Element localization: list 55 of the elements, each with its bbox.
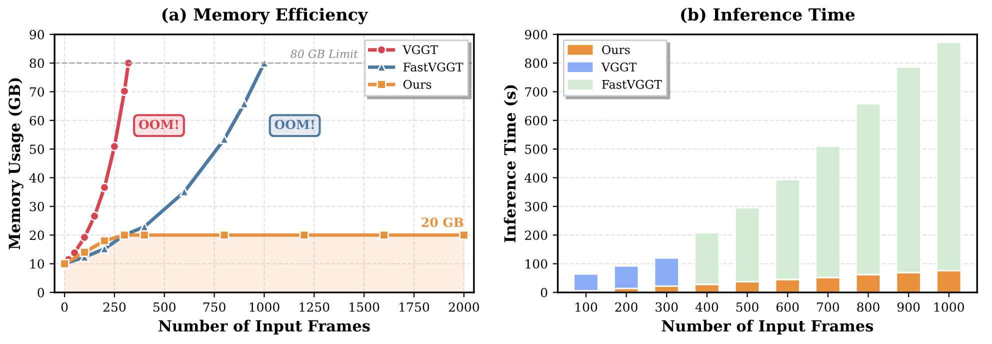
- x-tick-label: 1250: [300, 302, 330, 312]
- y-tick-label: 700: [525, 87, 548, 97]
- legend-label: Ours: [403, 80, 432, 89]
- x-tick-label: 500: [154, 302, 176, 312]
- annotation: OOM!: [274, 120, 314, 130]
- ref-line-label: 80 GB Limit: [290, 50, 358, 58]
- legend-label: FastVGGT: [602, 80, 662, 89]
- x-tick-label: 1000: [934, 302, 964, 312]
- y-tick-label: 800: [525, 58, 548, 68]
- chart-title: (a) Memory Efficiency: [162, 8, 368, 24]
- x-tick-label: 400: [695, 302, 718, 312]
- y-tick-label: 70: [30, 87, 44, 97]
- y-tick-label: 90: [30, 30, 44, 40]
- x-tick-label: 250: [103, 302, 126, 312]
- legend-label: VGGT: [402, 45, 438, 54]
- y-tick-label: 500: [525, 144, 548, 154]
- x-tick-label: 200: [615, 302, 638, 312]
- x-tick-label: 500: [736, 302, 758, 312]
- x-tick-label: 300: [656, 302, 678, 312]
- y-tick-label: 60: [30, 116, 44, 126]
- x-tick-label: 900: [897, 302, 920, 312]
- y-tick-label: 30: [30, 202, 44, 212]
- y-tick-label: 80: [30, 58, 44, 68]
- x-tick-label: 0: [61, 302, 68, 312]
- y-tick-label: 100: [526, 259, 548, 269]
- x-axis-title: Number of Input Frames: [662, 320, 874, 335]
- x-tick-label: 700: [817, 302, 840, 312]
- chart-title: (b) Inference Time: [681, 8, 855, 24]
- annotation: OOM!: [138, 120, 178, 130]
- legend-label: VGGT: [601, 62, 637, 72]
- x-tick-label: 1000: [250, 302, 280, 312]
- y-tick-label: 50: [30, 144, 44, 154]
- x-axis-title: Number of Input Frames: [158, 320, 370, 335]
- y-tick-label: 0: [540, 288, 548, 298]
- x-tick-label: 750: [203, 302, 226, 312]
- x-tick-label: 1750: [400, 302, 430, 312]
- y-tick-label: 40: [29, 173, 44, 183]
- y-tick-label: 300: [525, 202, 548, 212]
- y-axis-title: Inference Time (s): [504, 85, 518, 242]
- y-tick-label: 900: [524, 30, 548, 40]
- x-tick-label: 800: [857, 302, 880, 312]
- x-tick-label: 1500: [350, 302, 380, 312]
- y-tick-label: 400: [524, 173, 548, 183]
- y-tick-label: 0: [38, 288, 44, 298]
- legend-label: FastVGGT: [403, 62, 464, 72]
- y-tick-label: 600: [525, 116, 548, 126]
- y-tick-label: 20: [30, 230, 44, 240]
- x-tick-label: 600: [776, 302, 799, 312]
- x-tick-label: 100: [576, 302, 598, 312]
- legend-label: Ours: [602, 45, 630, 54]
- y-tick-label: 10: [30, 259, 44, 269]
- y-tick-label: 200: [525, 230, 548, 240]
- y-axis-title: Memory Usage (GB): [8, 78, 24, 250]
- x-tick-label: 2000: [448, 302, 479, 312]
- annotation: 20 GB: [422, 218, 464, 228]
